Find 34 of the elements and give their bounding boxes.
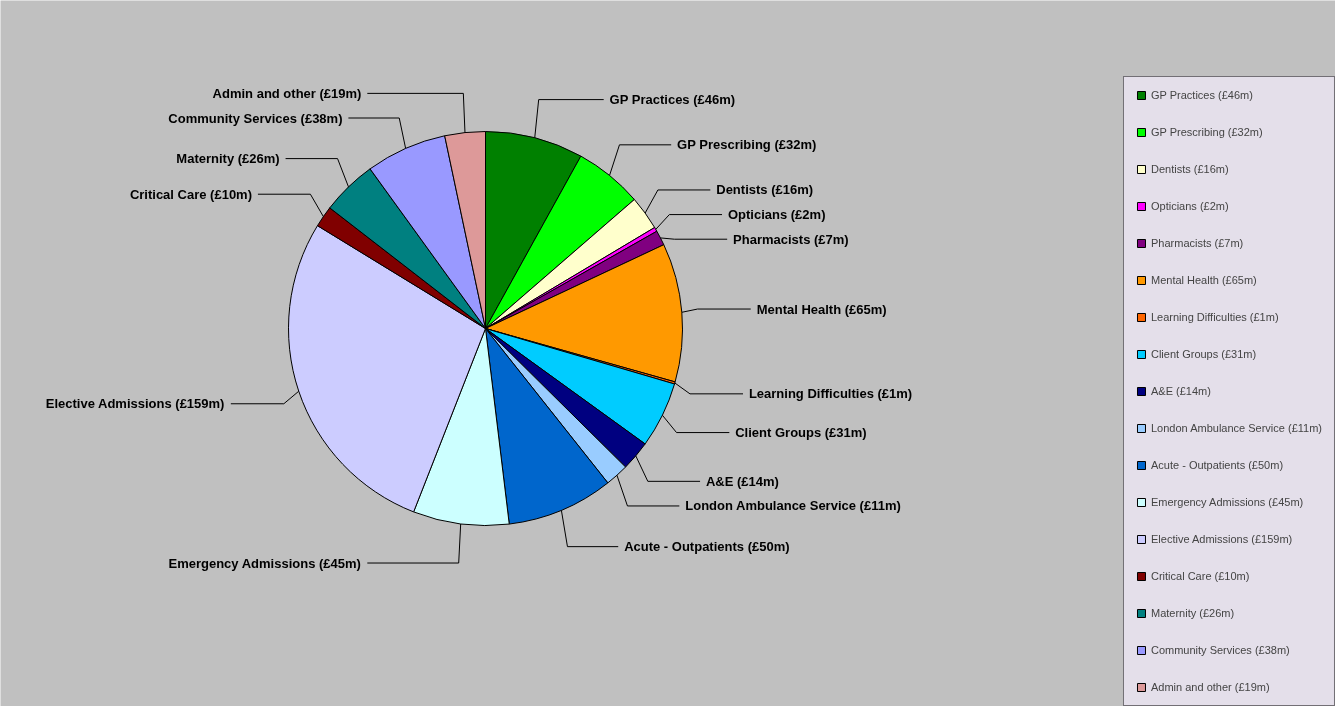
legend-label: GP Prescribing (£32m) <box>1150 126 1263 138</box>
slice-label: Opticians (£2m) <box>727 207 826 223</box>
legend-label: Admin and other (£19m) <box>1150 681 1270 693</box>
legend-label: Elective Admissions (£159m) <box>1150 533 1293 545</box>
legend-label: Mental Health (£65m) <box>1150 274 1257 286</box>
slice-label: Admin and other (£19m) <box>212 85 362 101</box>
slice-label: Community Services (£38m) <box>168 110 343 126</box>
legend-label: Community Services (£38m) <box>1150 644 1290 656</box>
legend-label: Learning Difficulties (£1m) <box>1150 311 1279 323</box>
slice-label: Pharmacists (£7m) <box>733 231 849 247</box>
legend-label: Emergency Admissions (£45m) <box>1150 496 1304 508</box>
legend-label: Acute - Outpatients (£50m) <box>1150 459 1284 471</box>
slice-label: Mental Health (£65m) <box>756 301 887 317</box>
slice-label: London Ambulance Service (£11m) <box>685 498 901 514</box>
slice-label: Dentists (£16m) <box>716 182 814 198</box>
slice-label: Learning Difficulties (£1m) <box>748 386 913 402</box>
legend-label: Opticians (£2m) <box>1150 200 1229 212</box>
slice-label: Emergency Admissions (£45m) <box>168 555 361 571</box>
slice-label: A&E (£14m) <box>705 473 779 489</box>
slice-label: GP Prescribing (£32m) <box>677 137 817 153</box>
legend-label: London Ambulance Service (£11m) <box>1150 422 1322 434</box>
slice-label: Elective Admissions (£159m) <box>45 396 225 412</box>
legend-label: Client Groups (£31m) <box>1150 348 1257 360</box>
slice-label: Client Groups (£31m) <box>735 425 867 441</box>
legend-label: GP Practices (£46m) <box>1150 89 1253 101</box>
slice-label: Maternity (£26m) <box>176 151 280 167</box>
legend-label: A&E (£14m) <box>1150 385 1211 397</box>
legend-label: Critical Care (£10m) <box>1150 570 1250 582</box>
slice-label: Critical Care (£10m) <box>129 186 253 202</box>
legend-label: Dentists (£16m) <box>1150 163 1229 175</box>
legend-label: Pharmacists (£7m) <box>1150 237 1244 249</box>
legend-label: Maternity (£26m) <box>1150 607 1235 619</box>
slice-label: Acute - Outpatients (£50m) <box>624 539 790 555</box>
slice-label: GP Practices (£46m) <box>609 92 736 108</box>
